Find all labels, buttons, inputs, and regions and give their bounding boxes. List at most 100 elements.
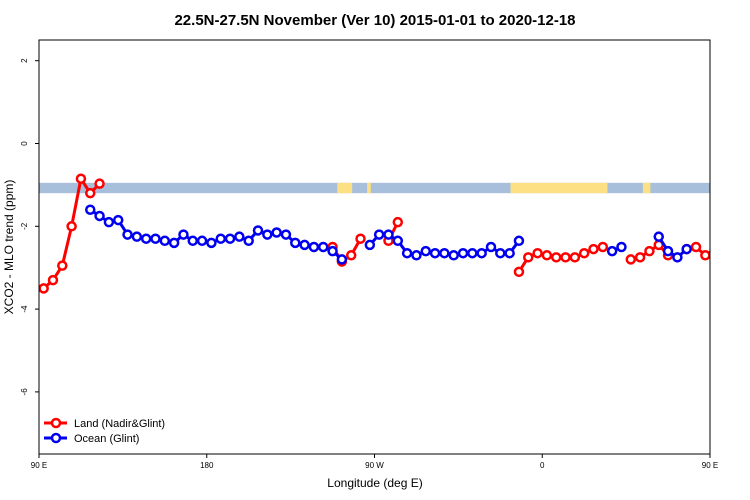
land-band: [642, 182, 651, 194]
x-axis: 90 E 180 90 W 0 90 E: [31, 454, 718, 470]
data-point: [122, 229, 133, 240]
data-point: [532, 247, 543, 259]
data-point: [206, 237, 217, 249]
x-tick-label: 90 W: [365, 461, 384, 470]
data-point: [606, 245, 618, 257]
series-line-segment: [686, 245, 710, 257]
data-point: [700, 250, 710, 261]
data-point: [578, 247, 590, 259]
ocean-band: [39, 182, 710, 194]
chart-title: 22.5N-27.5N November (Ver 10) 2015-01-01…: [174, 12, 575, 29]
data-point: [150, 233, 161, 244]
data-point: [597, 241, 609, 253]
data-point: [411, 250, 422, 261]
data-point: [653, 231, 664, 242]
data-point: [103, 216, 115, 228]
data-point: [541, 250, 553, 261]
data-point: [243, 235, 254, 247]
data-point: [429, 247, 441, 259]
data-point: [383, 229, 394, 240]
data-point: [457, 247, 469, 259]
data-point: [224, 233, 236, 244]
data-point: [271, 227, 282, 238]
data-point: [159, 235, 171, 247]
data-point: [720, 255, 728, 263]
data-point: [336, 254, 348, 265]
data-point: [467, 247, 478, 259]
data-point: [569, 252, 581, 263]
y-tick-label: -6: [20, 388, 29, 396]
land-ocean-strip: [39, 182, 710, 194]
x-tick-label: 90 E: [31, 461, 47, 470]
y-tick-label: -4: [20, 305, 29, 313]
legend: Land (Nadir&Glint) Ocean (Glint): [44, 417, 165, 445]
data-point: [448, 250, 459, 261]
data-point: [168, 237, 180, 249]
data-point: [178, 229, 189, 240]
data-point: [94, 210, 105, 222]
y-axis: 2 0 -2 -4 -6: [20, 58, 39, 396]
data-point: [439, 247, 450, 259]
data-point: [634, 252, 646, 263]
x-tick-label: 90 E: [702, 461, 718, 470]
data-point: [355, 233, 366, 244]
land-band: [367, 182, 371, 194]
x-axis-label: Longitude (deg E): [327, 476, 422, 490]
data-point: [196, 235, 208, 247]
y-tick-label: 0: [20, 141, 29, 146]
data-point: [364, 239, 376, 251]
data-point: [299, 239, 310, 251]
legend-ocean-label: Ocean (Glint): [74, 433, 139, 445]
data-point: [290, 237, 301, 249]
data-point: [392, 235, 404, 247]
x-tick-label: 180: [200, 461, 214, 470]
series-layer: [39, 173, 747, 294]
data-point: [495, 247, 506, 259]
data-point: [616, 241, 627, 253]
data-point: [523, 252, 534, 263]
data-point: [739, 276, 747, 284]
data-point: [94, 178, 105, 189]
legend-land-label: Land (Nadir&Glint): [74, 418, 165, 430]
data-point: [420, 245, 432, 257]
data-point: [234, 231, 245, 242]
data-point: [75, 173, 87, 184]
data-point: [85, 204, 96, 215]
data-point: [57, 260, 68, 271]
data-point: [709, 246, 710, 252]
data-point: [690, 241, 702, 253]
data-point: [39, 283, 49, 294]
data-point: [476, 247, 487, 259]
data-point: [252, 225, 264, 236]
data-point: [729, 284, 737, 292]
data-point: [560, 252, 571, 263]
data-point: [513, 266, 525, 278]
data-point: [66, 221, 77, 232]
data-point: [373, 229, 385, 240]
data-point: [131, 231, 143, 242]
data-point: [644, 245, 655, 257]
data-point: [401, 247, 413, 259]
data-point: [681, 243, 692, 255]
data-point: [327, 245, 338, 257]
y-tick-label: -2: [20, 222, 29, 230]
legend-land-marker: [50, 417, 62, 429]
data-point: [672, 252, 683, 263]
data-point: [280, 229, 292, 240]
data-point: [625, 254, 637, 265]
y-axis-label: XCO2 - MLO trend (ppm): [2, 180, 16, 315]
data-point: [588, 243, 599, 255]
data-point: [215, 233, 226, 244]
data-point: [504, 247, 515, 259]
data-point: [85, 187, 96, 199]
y-tick-label: 2: [20, 58, 29, 63]
x-tick-label: 0: [540, 461, 545, 470]
series-ocean: [85, 204, 692, 265]
data-point: [662, 245, 674, 257]
data-point: [485, 241, 497, 253]
data-point: [308, 241, 320, 253]
data-point: [140, 233, 152, 244]
data-point: [187, 235, 199, 247]
data-point: [513, 235, 525, 247]
